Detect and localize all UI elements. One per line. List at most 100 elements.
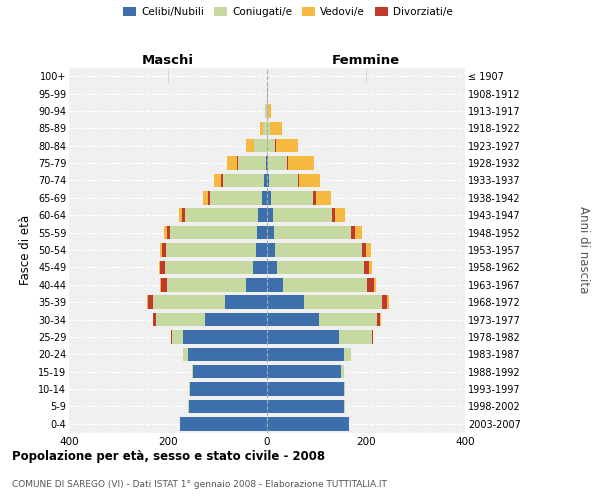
Bar bbox=[268, 139, 275, 152]
Bar bbox=[267, 260, 277, 274]
Bar bbox=[283, 278, 367, 291]
Bar bbox=[160, 260, 165, 274]
Bar bbox=[227, 156, 238, 170]
Bar bbox=[203, 191, 208, 204]
Bar bbox=[335, 208, 345, 222]
Bar bbox=[270, 122, 282, 135]
Bar bbox=[221, 174, 223, 188]
Bar bbox=[167, 278, 246, 291]
Bar bbox=[165, 260, 253, 274]
Bar bbox=[267, 226, 274, 239]
Bar bbox=[192, 365, 193, 378]
Bar bbox=[161, 278, 167, 291]
Bar bbox=[164, 226, 167, 239]
Bar bbox=[214, 174, 221, 188]
Bar bbox=[183, 348, 188, 361]
Bar bbox=[275, 243, 362, 257]
Bar bbox=[276, 139, 298, 152]
Bar bbox=[147, 296, 148, 309]
Bar bbox=[380, 312, 381, 326]
Bar bbox=[367, 243, 371, 257]
Bar bbox=[316, 191, 331, 204]
Bar bbox=[246, 139, 254, 152]
Bar bbox=[266, 156, 267, 170]
Bar bbox=[155, 312, 205, 326]
Text: Femmine: Femmine bbox=[332, 54, 400, 66]
Bar bbox=[268, 104, 271, 118]
Bar bbox=[362, 243, 367, 257]
Bar bbox=[267, 243, 275, 257]
Bar bbox=[304, 296, 382, 309]
Bar bbox=[153, 296, 225, 309]
Bar bbox=[387, 296, 389, 309]
Bar bbox=[260, 122, 263, 135]
Bar bbox=[355, 226, 362, 239]
Bar bbox=[253, 260, 267, 274]
Bar bbox=[263, 122, 266, 135]
Bar bbox=[153, 312, 155, 326]
Bar bbox=[189, 400, 267, 413]
Bar bbox=[319, 312, 377, 326]
Bar bbox=[299, 174, 320, 188]
Bar bbox=[225, 296, 267, 309]
Bar bbox=[185, 208, 258, 222]
Bar bbox=[265, 104, 266, 118]
Bar bbox=[257, 226, 267, 239]
Bar bbox=[148, 296, 153, 309]
Bar bbox=[205, 312, 267, 326]
Bar bbox=[179, 208, 182, 222]
Text: COMUNE DI SAREGO (VI) - Dati ISTAT 1° gennaio 2008 - Elaborazione TUTTITALIA.IT: COMUNE DI SAREGO (VI) - Dati ISTAT 1° ge… bbox=[12, 480, 387, 489]
Bar bbox=[182, 208, 185, 222]
Bar bbox=[268, 156, 287, 170]
Bar bbox=[287, 156, 288, 170]
Bar bbox=[364, 260, 370, 274]
Bar bbox=[264, 174, 267, 188]
Bar bbox=[167, 226, 170, 239]
Bar bbox=[269, 174, 298, 188]
Bar bbox=[188, 348, 267, 361]
Bar bbox=[268, 122, 270, 135]
Bar bbox=[172, 330, 183, 344]
Bar bbox=[262, 191, 267, 204]
Bar bbox=[256, 243, 267, 257]
Bar bbox=[313, 191, 316, 204]
Bar bbox=[267, 156, 268, 170]
Bar bbox=[377, 312, 380, 326]
Bar bbox=[267, 382, 344, 396]
Bar bbox=[298, 174, 299, 188]
Bar bbox=[267, 174, 269, 188]
Legend: Celibi/Nubili, Coniugati/e, Vedovi/e, Divorziati/e: Celibi/Nubili, Coniugati/e, Vedovi/e, Di… bbox=[119, 2, 457, 21]
Bar bbox=[267, 191, 271, 204]
Bar bbox=[382, 296, 387, 309]
Bar bbox=[193, 365, 267, 378]
Y-axis label: Fasce di età: Fasce di età bbox=[19, 215, 32, 285]
Bar bbox=[267, 417, 349, 430]
Bar bbox=[183, 330, 267, 344]
Bar bbox=[238, 156, 266, 170]
Bar bbox=[267, 330, 339, 344]
Bar bbox=[277, 260, 364, 274]
Bar bbox=[288, 156, 314, 170]
Bar bbox=[344, 348, 351, 361]
Bar bbox=[274, 226, 350, 239]
Bar bbox=[160, 278, 161, 291]
Bar bbox=[210, 191, 262, 204]
Text: Popolazione per età, sesso e stato civile - 2008: Popolazione per età, sesso e stato civil… bbox=[12, 450, 325, 463]
Bar bbox=[339, 330, 373, 344]
Bar bbox=[367, 278, 374, 291]
Bar bbox=[181, 417, 267, 430]
Bar bbox=[258, 208, 267, 222]
Bar bbox=[267, 400, 344, 413]
Bar bbox=[273, 208, 332, 222]
Bar bbox=[189, 382, 190, 396]
Bar bbox=[158, 260, 160, 274]
Bar bbox=[246, 278, 267, 291]
Bar bbox=[166, 243, 256, 257]
Bar bbox=[341, 365, 344, 378]
Bar bbox=[267, 296, 304, 309]
Bar bbox=[171, 330, 172, 344]
Bar bbox=[162, 243, 166, 257]
Text: Maschi: Maschi bbox=[142, 54, 194, 66]
Bar bbox=[374, 278, 376, 291]
Bar bbox=[267, 312, 319, 326]
